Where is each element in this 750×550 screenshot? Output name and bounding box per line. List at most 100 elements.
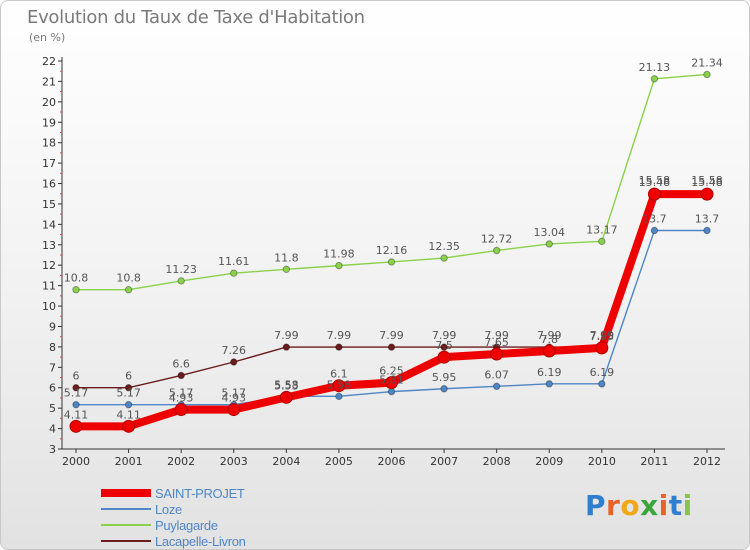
data-label: 5.58: [327, 378, 352, 391]
data-point: [72, 286, 80, 294]
data-point: [230, 269, 238, 277]
data-label: 11.23: [165, 263, 197, 276]
data-label: 5.17: [169, 387, 194, 400]
data-point: [387, 387, 396, 396]
data-label: 21.13: [639, 61, 671, 74]
data-label: 7.65: [484, 336, 509, 349]
data-label: 5.17: [222, 387, 247, 400]
data-label: 13.04: [534, 226, 566, 239]
y-tick-label: 14: [42, 218, 56, 231]
logo-letter: o: [620, 489, 641, 522]
data-point: [227, 403, 241, 417]
data-label: 21.34: [691, 56, 723, 69]
legend-item: Loze: [101, 501, 246, 517]
x-tick-label: 2004: [272, 455, 300, 468]
data-point: [69, 419, 83, 433]
data-point: [595, 341, 609, 355]
data-point: [124, 384, 133, 392]
logo-letter: i: [682, 489, 693, 522]
data-point: [703, 226, 711, 235]
data-label: 5.17: [116, 387, 141, 400]
data-label: 11.61: [218, 255, 250, 268]
data-point: [124, 400, 133, 409]
x-tick-label: 2005: [325, 455, 353, 468]
logo-letter: i: [658, 489, 669, 522]
data-point: [490, 347, 504, 361]
x-tick-label: 2010: [588, 455, 616, 468]
data-label: 7.99: [484, 329, 509, 342]
data-label: 6: [125, 370, 132, 383]
data-label: 6.19: [537, 366, 562, 379]
y-unit-label: (en %): [29, 31, 66, 44]
logo-letter: r: [606, 489, 621, 522]
data-point: [387, 258, 396, 266]
x-tick-label: 2006: [378, 455, 406, 468]
legend-label: Lacapelle-Livron: [155, 533, 246, 549]
data-label: 13.17: [586, 223, 618, 236]
legend-swatch: [101, 489, 151, 497]
data-point: [650, 226, 659, 235]
data-label: 7.8: [541, 333, 559, 346]
data-label: 7.99: [327, 329, 352, 342]
data-label: 7.5: [435, 339, 453, 352]
data-label: 5.53: [274, 379, 299, 392]
data-point: [545, 380, 553, 388]
data-label: 6.6: [172, 357, 190, 370]
y-tick-label: 12: [42, 259, 56, 272]
legend-label: Loze: [155, 501, 182, 517]
y-tick-label: 22: [42, 55, 56, 68]
y-tick-label: 11: [42, 280, 56, 293]
y-tick-label: 7: [49, 361, 56, 374]
y-tick-label: 18: [42, 137, 56, 150]
legend-item: Lacapelle-Livron: [101, 533, 246, 549]
data-label: 10.8: [64, 272, 89, 285]
data-label: 12.72: [481, 233, 513, 246]
data-label: 7.26: [222, 344, 247, 357]
logo-letter: x: [640, 489, 659, 522]
data-label: 7.95: [590, 330, 615, 343]
legend-label: Puylagarde: [155, 517, 218, 533]
data-point: [177, 371, 185, 380]
legend-item: Puylagarde: [101, 517, 246, 533]
series-line-puylagarde: [75, 73, 708, 291]
y-tick-label: 10: [42, 300, 56, 313]
data-label: 4.93: [222, 392, 247, 405]
data-point: [440, 343, 448, 351]
data-point: [282, 343, 291, 351]
data-point: [492, 382, 501, 391]
data-label: 13.7: [642, 212, 667, 225]
y-tick-label: 3: [49, 443, 56, 456]
data-point: [72, 384, 80, 392]
x-tick-label: 2001: [115, 455, 143, 468]
y-tick-label: 16: [42, 178, 56, 191]
x-tick-label: 2000: [62, 455, 90, 468]
data-point: [545, 240, 553, 248]
x-tick-label: 2003: [220, 455, 248, 468]
data-point: [72, 400, 80, 409]
data-point: [492, 246, 501, 255]
data-point: [124, 286, 133, 294]
y-tick-label: 4: [49, 423, 56, 436]
y-tick-label: 13: [42, 239, 56, 252]
y-tick-label: 15: [42, 198, 56, 211]
data-point: [647, 187, 661, 201]
data-label: 15.48: [639, 176, 671, 189]
data-label: 6: [73, 370, 80, 383]
data-label: 15.48: [691, 176, 723, 189]
data-point: [650, 75, 659, 83]
data-label: 4.11: [116, 408, 141, 421]
data-point: [332, 379, 346, 393]
logo-letter: t: [668, 489, 683, 522]
y-tick-label: 21: [42, 75, 56, 88]
data-point: [437, 350, 451, 364]
y-tick-label: 9: [49, 320, 56, 333]
data-label: 5.17: [64, 387, 89, 400]
data-label: 7.99: [590, 329, 615, 342]
y-tick-label: 17: [42, 157, 56, 170]
data-label: 15.58: [639, 174, 671, 187]
data-label: 11.8: [274, 251, 299, 264]
data-label: 6.19: [590, 366, 615, 379]
data-point: [335, 343, 343, 351]
legend-swatch: [101, 540, 151, 542]
